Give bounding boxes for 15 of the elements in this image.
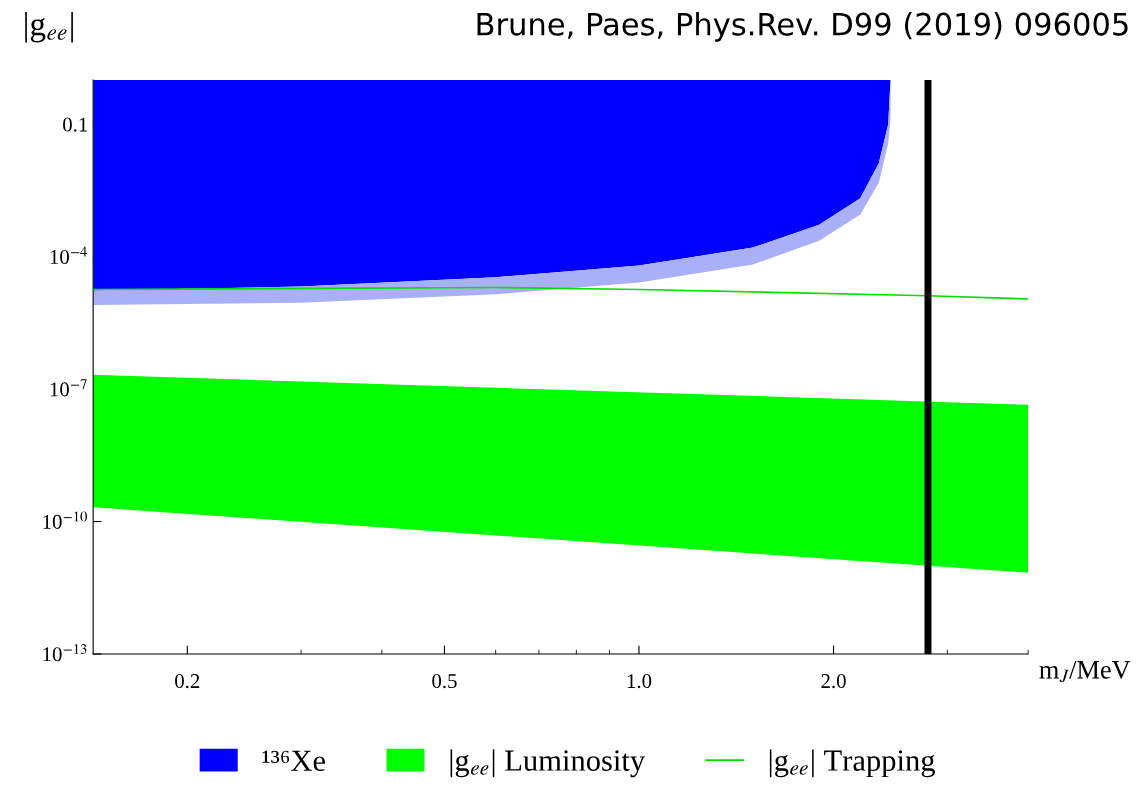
legend-label: |g$_{ee}$| Luminosity — [450, 749, 646, 778]
chart-title: Brune, Paes, Phys.Rev. D99 (2019) 096005 — [477, 12, 1128, 42]
x-axis-title: m$_{J}$/MeV — [1039, 660, 1131, 683]
x-tick-label: 0.5 — [432, 674, 457, 689]
x-tick-label: 1.0 — [627, 674, 652, 689]
y-tick-label: 10$^{−10}$ — [43, 511, 87, 529]
y-tick-label: 0.1 — [63, 117, 88, 132]
y-axis-title: |g$_{ee}$| — [25, 12, 73, 43]
x-tick-label: 0.2 — [175, 674, 200, 689]
y-tick-label: 10$^{−7}$ — [50, 379, 87, 397]
legend-label: ¹³⁶Xe — [262, 750, 326, 772]
legend-label: |g$_{ee}$| Trapping — [769, 749, 935, 778]
x-tick-label: 2.0 — [821, 674, 846, 689]
y-tick-label: 10$^{−4}$ — [50, 246, 87, 264]
y-tick-label: 10$^{−13}$ — [43, 643, 87, 662]
